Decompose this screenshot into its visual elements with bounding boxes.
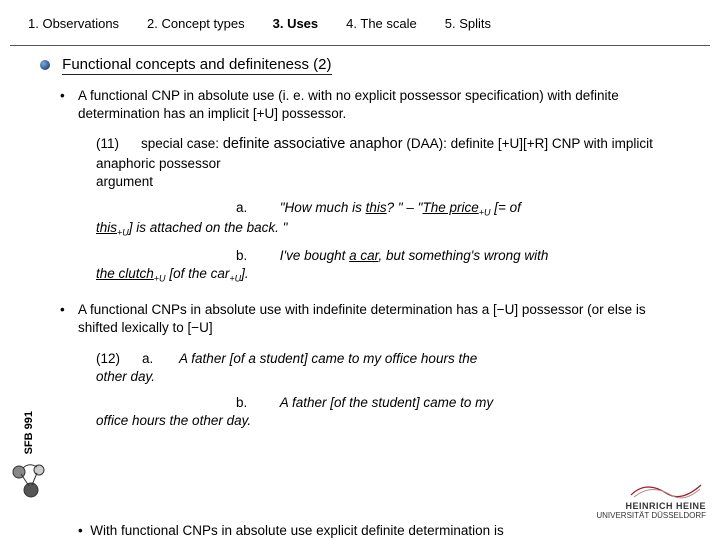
example-12: (12)a. A father [of a student] came to m…	[96, 350, 680, 431]
tab-splits[interactable]: 5. Splits	[445, 16, 491, 31]
content-area: A functional CNP in absolute use (i. e. …	[0, 77, 720, 430]
sfb-logo: SFB 991	[8, 411, 50, 500]
bullet-2: A functional CNPs in absolute use with i…	[78, 301, 680, 337]
ex-text: special case: definite associative anaph…	[96, 136, 653, 171]
ex-number: (11)	[96, 136, 119, 151]
example-12a: (12)a. A father [of a student] came to m…	[96, 350, 680, 386]
bullet-1: A functional CNP in absolute use (i. e. …	[78, 87, 680, 123]
hhu-logo: HEINRICH HEINE UNIVERSITÄT DÜSSELDORF	[596, 475, 706, 520]
tab-uses[interactable]: 3. Uses	[273, 16, 319, 31]
tab-observations[interactable]: 1. Observations	[28, 16, 119, 31]
cutoff-line: • With functional CNPs in absolute use e…	[78, 523, 504, 538]
ex-text-line2: argument	[96, 173, 680, 191]
slide-title-row: Functional concepts and definiteness (2)	[0, 56, 720, 77]
tab-concept-types[interactable]: 2. Concept types	[147, 16, 245, 31]
example-11: (11)special case: definite associative a…	[96, 135, 680, 285]
divider	[10, 45, 710, 46]
tab-scale[interactable]: 4. The scale	[346, 16, 417, 31]
slide-title: Functional concepts and definiteness (2)	[62, 56, 331, 75]
nav-tabs: 1. Observations 2. Concept types 3. Uses…	[0, 0, 720, 45]
example-11a: a. "How much is this? " – "The price+U […	[96, 199, 680, 239]
example-12b: b. A father [of the student] came to my …	[96, 394, 680, 430]
bullet-icon	[40, 60, 50, 70]
example-11b: b. I've bought a car, but something's wr…	[96, 247, 680, 285]
